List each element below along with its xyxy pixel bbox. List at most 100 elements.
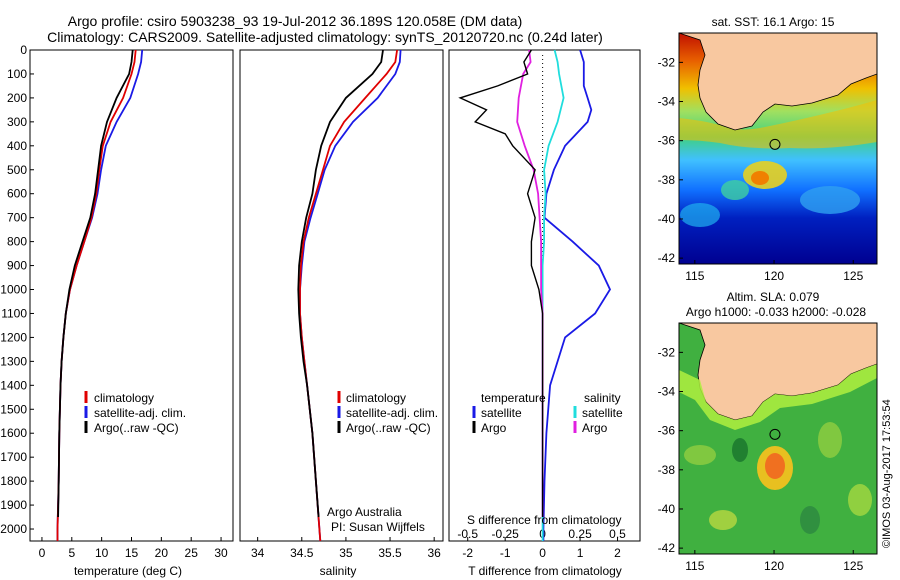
y-tick-label: -32 xyxy=(658,345,676,359)
sst-map-title: sat. SST: 16.1 Argo: 15 xyxy=(712,15,835,29)
x-tick-label: 34.5 xyxy=(290,546,314,560)
x-tick-label: -2 xyxy=(462,546,473,560)
y-tick-label: -36 xyxy=(658,424,676,438)
y-tick-label: 400 xyxy=(7,139,27,153)
y-tick-label: 1600 xyxy=(0,426,27,440)
x-tick-label: 120 xyxy=(764,269,784,283)
x-tick-label: 115 xyxy=(685,559,704,573)
legend-label-climatology: climatology xyxy=(94,391,154,405)
x-tick-label: -1 xyxy=(500,546,511,560)
x-tick-label: 0 xyxy=(539,546,546,560)
y-tick-label: -40 xyxy=(658,502,676,516)
y-tick-label: -36 xyxy=(658,134,676,148)
y-tick-label: 1800 xyxy=(0,474,27,488)
sla-map-subtitle: Argo h1000: -0.033 h2000: -0.028 xyxy=(686,305,866,319)
y-tick-label: -38 xyxy=(658,463,676,477)
legend-label-argo: Argo(..raw -QC) xyxy=(94,421,179,435)
argo-location-marker xyxy=(769,428,781,440)
title-line-2: Climatology: CARS2009. Satellite-adjuste… xyxy=(47,29,603,45)
x-tick-label: 120 xyxy=(764,559,784,573)
temperature-legend: climatology satellite-adj. clim. Argo(..… xyxy=(84,391,186,435)
legend-label-sal-argo: Argo xyxy=(582,421,608,435)
x-tick-label: 1 xyxy=(577,546,584,560)
difference-xlabel: T difference from climatology xyxy=(468,564,622,578)
y-tick-label: 200 xyxy=(7,91,27,105)
y-tick-label: 300 xyxy=(7,115,27,129)
s-difference-label: S difference from climatology xyxy=(467,513,622,527)
x-tick-label: 10 xyxy=(95,546,109,560)
credit-group: Argo Australia xyxy=(327,505,402,519)
y-tick-label: 1300 xyxy=(0,354,27,368)
salinity-xlabel: salinity xyxy=(320,564,357,578)
series-temp-argo-line xyxy=(458,49,544,517)
x-tick-label: 34 xyxy=(251,546,265,560)
y-tick-label: 1200 xyxy=(0,330,27,344)
y-tick-label: 1700 xyxy=(0,450,27,464)
y-tick-label: 900 xyxy=(7,259,27,273)
legend-label-satellite: satellite-adj. clim. xyxy=(346,406,438,420)
x-tick-label: 30 xyxy=(214,546,228,560)
y-tick-label: -38 xyxy=(658,173,676,187)
salinity-panel: 34 34.5 35 35.5 36 xyxy=(251,49,441,560)
legend-label-climatology: climatology xyxy=(346,391,406,405)
copyright-stamp: ©IMOS 03-Aug-2017 17:53:54 xyxy=(881,399,893,548)
y-tick-label: 1100 xyxy=(1,306,27,320)
x-tick-label: 115 xyxy=(685,269,704,283)
x-tick-label: 2 xyxy=(614,546,621,560)
temperature-xlabel: temperature (deg C) xyxy=(74,564,182,578)
y-tick-label: 1400 xyxy=(0,378,27,392)
legend-label-argo: Argo(..raw -QC) xyxy=(346,421,431,435)
legend-label-temp-satellite: satellite xyxy=(481,406,522,420)
argo-location-marker xyxy=(769,138,781,150)
temperature-panel: 0 100 200 300 400 500 600 700 800 900 1000 1100 1200… xyxy=(0,43,228,560)
x-tick-label: 35 xyxy=(339,546,353,560)
y-tick-label: 1500 xyxy=(0,402,27,416)
s-tick-label: 0.5 xyxy=(609,527,626,541)
title-line-1: Argo profile: csiro 5903238_93 19-Jul-20… xyxy=(68,13,523,29)
y-tick-label: 700 xyxy=(7,211,27,225)
series-argo-line xyxy=(57,49,134,518)
difference-legend: temperature salinity satellite Argo sate… xyxy=(472,391,623,435)
x-tick-label: 0 xyxy=(39,546,46,560)
y-tick-label: 2000 xyxy=(0,522,27,536)
sst-map-image xyxy=(679,33,877,264)
y-tick-label: 800 xyxy=(7,235,27,249)
x-tick-label: 35.5 xyxy=(378,546,402,560)
x-tick-label: 125 xyxy=(843,269,863,283)
x-tick-label: 36 xyxy=(427,546,441,560)
y-tick-label: -42 xyxy=(658,251,676,265)
difference-panel: -2 -1 0 1 2-0.5 -0.25 0 0.25 0.5 xyxy=(457,49,626,560)
sst-map-axes: 115 120 125 -32 -34 -36 -38 -40 -42 xyxy=(658,55,864,283)
x-tick-label: 20 xyxy=(155,546,169,560)
legend-header-salinity: salinity xyxy=(584,391,621,405)
sla-map-axes: 115 120 125 -32 -34 -36 -38 -40 -42 xyxy=(658,345,864,573)
x-tick-label: 125 xyxy=(843,559,863,573)
sla-map-frame xyxy=(678,322,878,555)
y-tick-label: -32 xyxy=(658,55,676,69)
temperature-axes xyxy=(29,49,234,542)
y-tick-label: 500 xyxy=(7,163,27,177)
y-tick-label: -42 xyxy=(658,541,676,555)
y-tick-label: 1000 xyxy=(0,283,27,297)
s-tick-label: -0.25 xyxy=(491,527,519,541)
credit-pi: PI: Susan Wijffels xyxy=(331,520,425,534)
salinity-axes xyxy=(239,49,444,542)
y-tick-label: 1900 xyxy=(0,498,27,512)
x-tick-label: 25 xyxy=(185,546,199,560)
sst-map-frame xyxy=(678,32,878,265)
legend-label-satellite: satellite-adj. clim. xyxy=(94,406,186,420)
legend-label-temp-argo: Argo xyxy=(481,421,507,435)
legend-label-sal-satellite: satellite xyxy=(582,406,623,420)
y-tick-label: 100 xyxy=(7,67,27,81)
land-mass xyxy=(679,33,877,131)
x-tick-label: 5 xyxy=(68,546,75,560)
y-tick-label: -34 xyxy=(658,95,676,109)
x-tick-label: 15 xyxy=(125,546,139,560)
s-tick-label: 0.25 xyxy=(568,527,592,541)
legend-header-temperature: temperature xyxy=(481,391,546,405)
y-tick-label: 600 xyxy=(7,187,27,201)
sla-map-title: Altim. SLA: 0.079 xyxy=(727,290,820,304)
s-tick-label: -0.5 xyxy=(457,527,478,541)
salinity-legend: climatology satellite-adj. clim. Argo(..… xyxy=(337,391,438,435)
